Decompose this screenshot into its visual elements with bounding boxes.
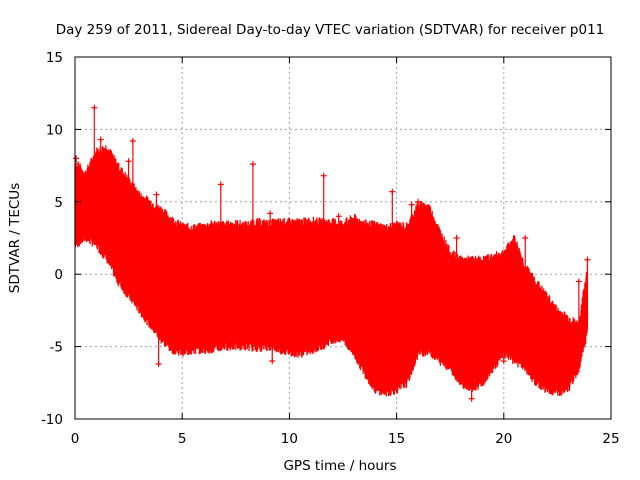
y-tick-label: 10	[46, 122, 63, 138]
x-tick-label: 25	[602, 431, 619, 447]
y-tick-label: -5	[50, 340, 63, 356]
chart-title: Day 259 of 2011, Sidereal Day-to-day VTE…	[56, 22, 605, 38]
chart: Day 259 of 2011, Sidereal Day-to-day VTE…	[0, 0, 640, 480]
x-tick-label: 20	[495, 431, 512, 447]
y-tick-label: 15	[46, 50, 63, 66]
y-tick-label: 5	[54, 195, 63, 211]
x-axis-label: GPS time / hours	[283, 458, 396, 474]
x-tick-label: 15	[388, 431, 405, 447]
x-tick-label: 0	[71, 431, 80, 447]
y-axis-label: SDTVAR / TECUs	[7, 183, 23, 293]
x-tick-label: 5	[178, 431, 187, 447]
y-tick-label: 0	[54, 267, 63, 283]
x-tick-label: 10	[281, 431, 298, 447]
y-tick-label: -10	[41, 412, 63, 428]
